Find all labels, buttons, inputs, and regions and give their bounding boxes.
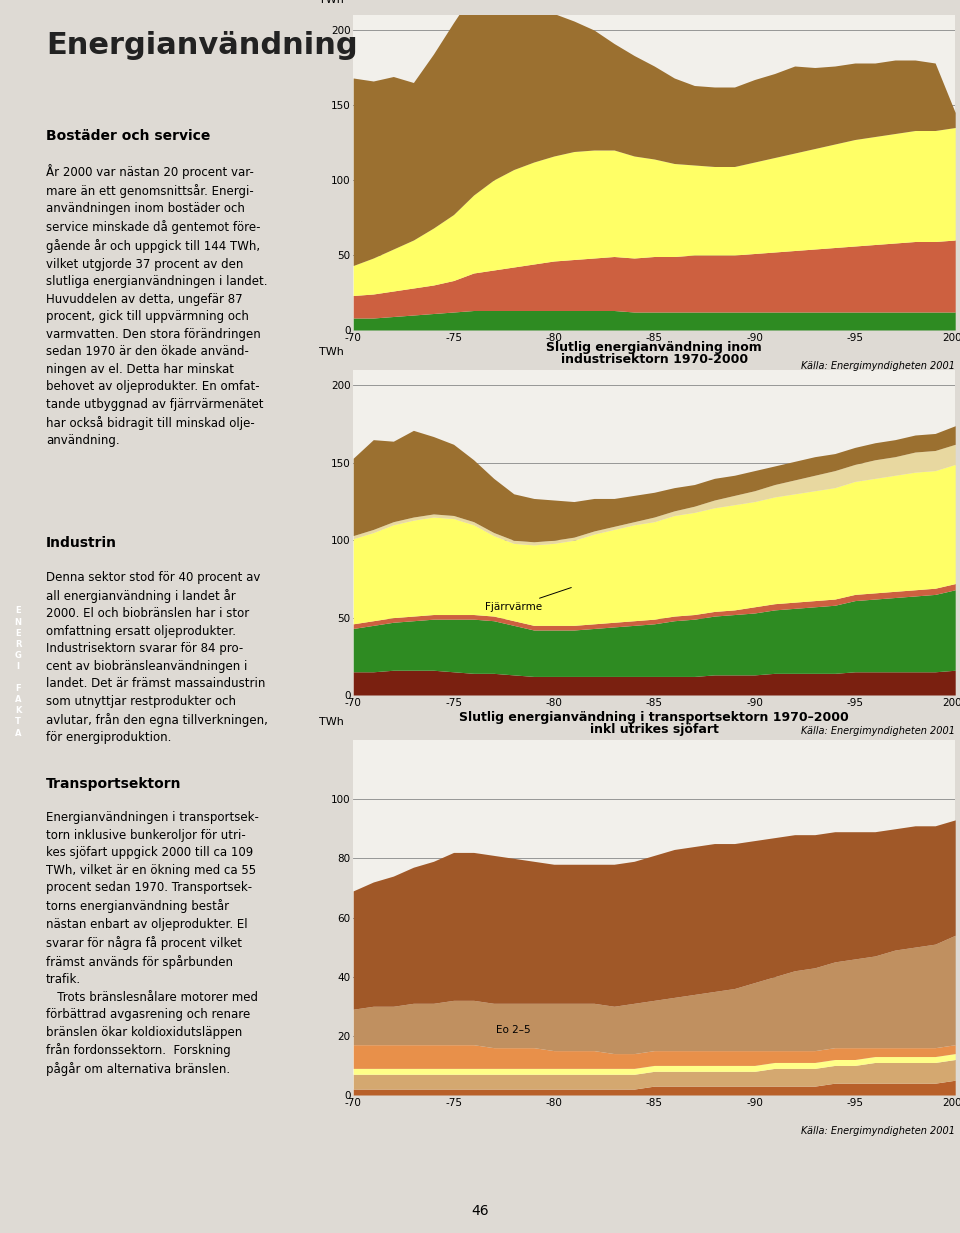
Text: industrisektorn 1970-2000: industrisektorn 1970-2000 bbox=[561, 354, 748, 366]
Text: Denna sektor stod för 40 procent av
all energianvändning i landet år
2000. El oc: Denna sektor stod för 40 procent av all … bbox=[46, 571, 268, 745]
Text: Eo 2–5: Eo 2–5 bbox=[496, 1025, 531, 1034]
Text: Källa: Energimyndigheten 2001: Källa: Energimyndigheten 2001 bbox=[802, 361, 955, 371]
Text: inkl utrikes sjöfart: inkl utrikes sjöfart bbox=[589, 724, 719, 736]
Text: Industrin: Industrin bbox=[46, 536, 117, 550]
Text: Källa: Energimyndigheten 2001: Källa: Energimyndigheten 2001 bbox=[802, 726, 955, 736]
Text: Energianvändningen i transportsek-
torn inklusive bunkeroljor för utri-
kes sjöf: Energianvändningen i transportsek- torn … bbox=[46, 811, 259, 1076]
Text: År 2000 var nästan 20 procent var-
mare än ett genomsnittsår. Energi-
användning: År 2000 var nästan 20 procent var- mare … bbox=[46, 164, 268, 448]
Text: Transportsektorn: Transportsektorn bbox=[46, 777, 181, 790]
Text: TWh: TWh bbox=[319, 716, 344, 726]
Text: Källa: Energimyndigheten 2001: Källa: Energimyndigheten 2001 bbox=[802, 1126, 955, 1136]
Text: 46: 46 bbox=[471, 1203, 489, 1218]
Text: TWh: TWh bbox=[319, 346, 344, 356]
Text: TWh: TWh bbox=[319, 0, 344, 5]
Text: Slutlig energianvändning inom: Slutlig energianvändning inom bbox=[546, 342, 762, 354]
Text: E
N
E
R
G
I
 
F
A
K
T
A: E N E R G I F A K T A bbox=[14, 607, 22, 737]
Text: Fjärrvärme: Fjärrvärme bbox=[485, 588, 571, 612]
Text: Energianvändning: Energianvändning bbox=[46, 31, 358, 60]
Text: Slutlig energianvändning i transportsektorn 1970–2000: Slutlig energianvändning i transportsekt… bbox=[459, 711, 849, 724]
Text: Bostäder och service: Bostäder och service bbox=[46, 129, 210, 143]
